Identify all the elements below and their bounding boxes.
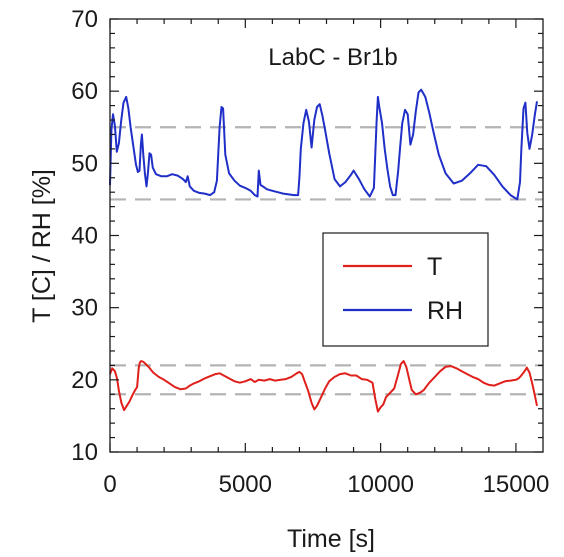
y-tick-label: 60: [71, 78, 98, 105]
legend-box: [322, 232, 489, 347]
reference-lines: [110, 126, 543, 396]
y-axis-label: T [C] / RH [%]: [28, 169, 56, 323]
x-axis-label: Time [s]: [287, 525, 375, 553]
chart-title: LabC - Br1b: [268, 44, 397, 71]
y-tick-label: 70: [71, 6, 98, 33]
x-tick-label: 15000: [483, 471, 550, 498]
y-tick-label: 50: [71, 150, 98, 177]
series-layer: [109, 88, 538, 413]
y-tick-label: 30: [71, 295, 98, 322]
y-tick-label: 20: [71, 367, 98, 394]
legend-label-rh: RH: [427, 297, 463, 325]
legend-label-t: T: [427, 253, 442, 281]
series-line-rh: [109, 88, 538, 201]
y-tick-label: 40: [71, 223, 98, 250]
legend: T RH: [322, 232, 489, 347]
x-tick-label: 5000: [219, 471, 272, 498]
ticks: 0 5000 10000 15000 10 20 30 40 50 60 70: [71, 6, 549, 498]
x-tick-label: 10000: [347, 471, 414, 498]
x-tick-label: 0: [103, 471, 116, 498]
y-tick-label: 10: [71, 439, 98, 466]
series-line-t: [109, 360, 538, 413]
